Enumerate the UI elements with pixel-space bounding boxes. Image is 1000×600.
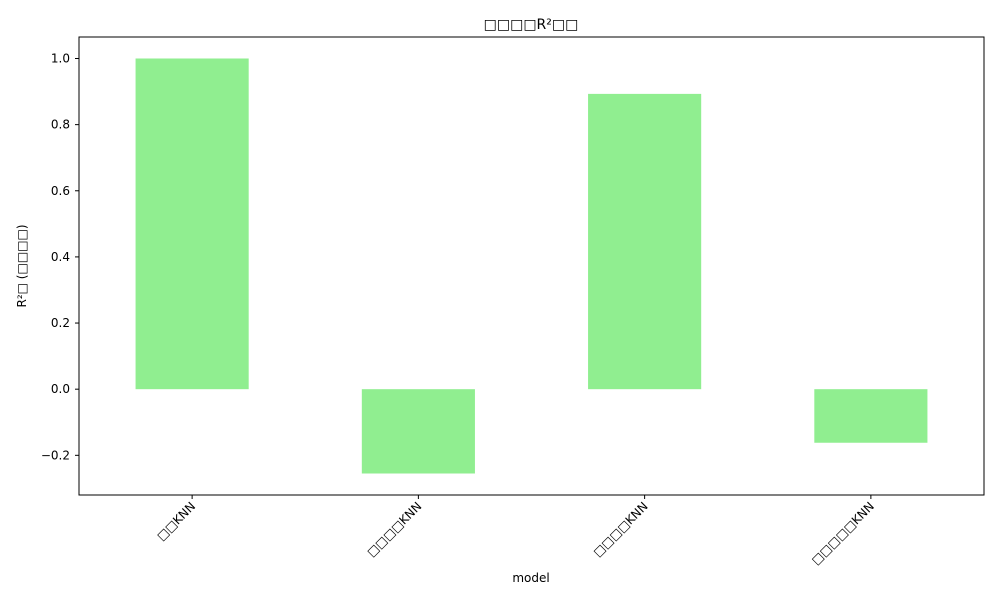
y-tick-label: 0.4 [51,250,70,264]
y-tick-label: 0.2 [51,316,70,330]
bars-group [135,58,928,474]
y-tick-label: −0.2 [41,448,70,462]
bar-1 [135,58,249,390]
bar-3 [588,93,702,390]
y-tick-label: 0.6 [51,184,70,198]
y-tick-label: 0.0 [51,382,70,396]
x-axis-ticks: □□KNN □□□□KNN □□□□KNN □□□□□KNN [154,495,877,567]
x-axis-label: model [512,571,549,585]
y-axis-ticks: −0.2 0.0 0.2 0.4 0.6 0.8 1.0 [41,51,79,462]
bar-4 [814,389,928,443]
y-axis-label: R²□ (□□□□) [15,224,29,307]
y-tick-label: 0.8 [51,118,70,132]
x-tick-label: □□□□KNN [591,499,651,559]
x-tick-label: □□□□□KNN [809,499,877,567]
bar-2 [361,389,475,474]
x-tick-label: □□KNN [154,499,198,543]
y-tick-label: 1.0 [51,51,70,65]
plot-frame [78,36,985,496]
chart-title: □□□□R²□□ [484,17,579,33]
x-tick-label: □□□□KNN [364,499,424,559]
